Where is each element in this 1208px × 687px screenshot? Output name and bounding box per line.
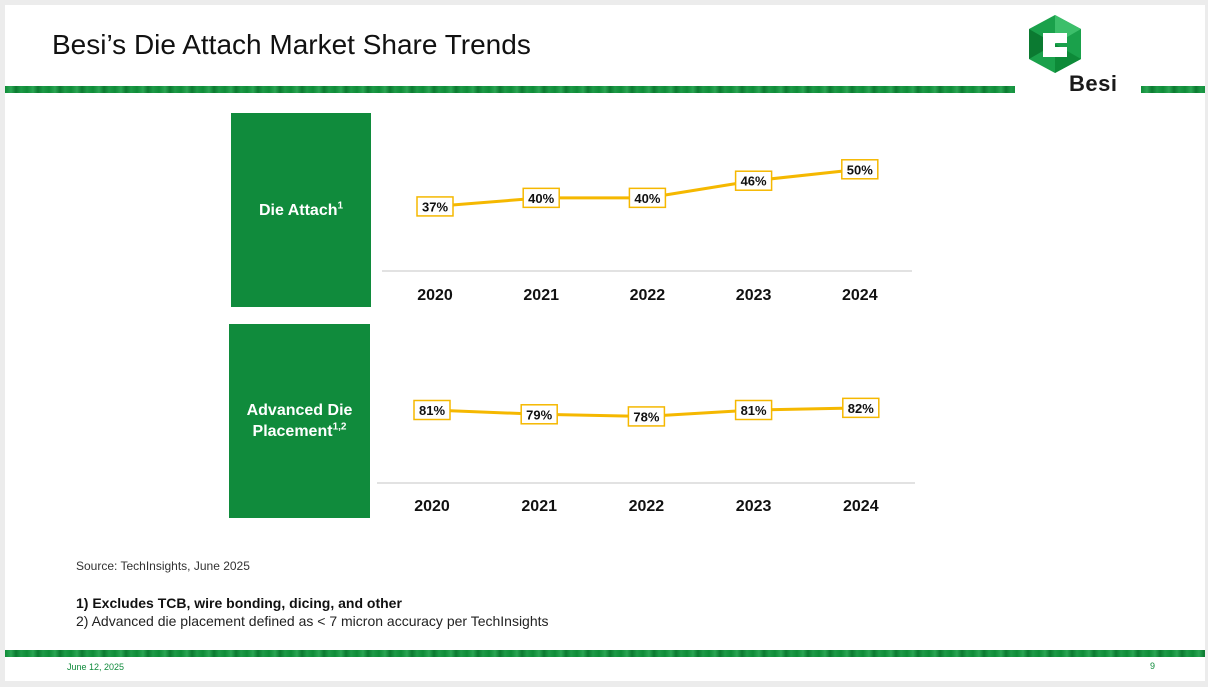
chart-2-tick-label: 2020 bbox=[414, 498, 450, 515]
chart-2-data-label: 82% bbox=[848, 401, 874, 416]
chart-1-data-label-box bbox=[522, 187, 560, 209]
chart-2-tick-label: 2023 bbox=[736, 498, 772, 515]
advanced-die-placement-label-box: Advanced Die Placement1,2 bbox=[229, 324, 370, 518]
header-divider-right bbox=[1141, 86, 1205, 93]
chart-1-data-label: 46% bbox=[741, 174, 767, 189]
besi-logo-icon bbox=[1029, 15, 1081, 73]
advanced-die-placement-title: Advanced Die Placement1,2 bbox=[246, 402, 353, 440]
page-number: 9 bbox=[1150, 661, 1156, 671]
chart-1-tick-label: 2023 bbox=[736, 287, 772, 304]
footer-date: June 12, 2025 bbox=[67, 662, 125, 672]
source-note: Source: TechInsights, June 2025 bbox=[76, 559, 250, 573]
chart-2-tick-label: 2021 bbox=[521, 498, 557, 515]
chart-2-data-label-box bbox=[520, 404, 558, 425]
chart-1-data-label: 40% bbox=[528, 191, 554, 206]
chart-2-data-label-box bbox=[734, 399, 773, 421]
chart-2-data-label: 79% bbox=[526, 407, 552, 422]
chart-1-data-label-box bbox=[841, 159, 879, 180]
chart-2-data-label-box bbox=[413, 399, 451, 421]
page-title: Besi’s Die Attach Market Share Trends bbox=[52, 29, 531, 60]
chart-1-data-label: 37% bbox=[422, 199, 448, 214]
chart-1-data-label-box bbox=[628, 187, 667, 209]
slide: Besi’s Die Attach Market Share Trends Be… bbox=[5, 5, 1205, 681]
header-divider bbox=[5, 86, 1015, 93]
chart-2-tick-label: 2024 bbox=[843, 498, 879, 515]
chart-2-data-label: 81% bbox=[419, 403, 445, 418]
die-attach-label-box: Die Attach1 bbox=[231, 113, 371, 307]
chart-2-tick-label: 2022 bbox=[629, 498, 665, 515]
chart-1-data-label: 40% bbox=[634, 191, 660, 206]
chart-1-tick-label: 2020 bbox=[417, 287, 453, 304]
market-share-charts: 37% 2020 40% 2021 40% 2022 46% 2023 50% 2024 81% 20… bbox=[377, 159, 915, 515]
chart-1-data-label-box bbox=[734, 170, 773, 191]
chart-2-data-label: 81% bbox=[741, 403, 767, 418]
chart-1-data-label-box bbox=[416, 196, 454, 217]
logo-text: Besi bbox=[1069, 71, 1118, 96]
chart-2-data-label: 78% bbox=[633, 409, 659, 424]
chart-1-data-label: 50% bbox=[847, 162, 873, 177]
footnote-2: 2) Advanced die placement defined as < 7… bbox=[76, 613, 549, 629]
chart-2-data-label-box bbox=[627, 406, 666, 427]
chart-1-tick-label: 2021 bbox=[523, 287, 559, 304]
chart-1-tick-label: 2024 bbox=[842, 287, 878, 304]
footnote-1: 1) Excludes TCB, wire bonding, dicing, a… bbox=[76, 595, 402, 611]
chart-2-data-label-box bbox=[842, 397, 880, 419]
footer-divider bbox=[5, 650, 1205, 657]
chart-1-tick-label: 2022 bbox=[630, 287, 666, 304]
die-attach-title: Die Attach1 bbox=[258, 200, 344, 219]
